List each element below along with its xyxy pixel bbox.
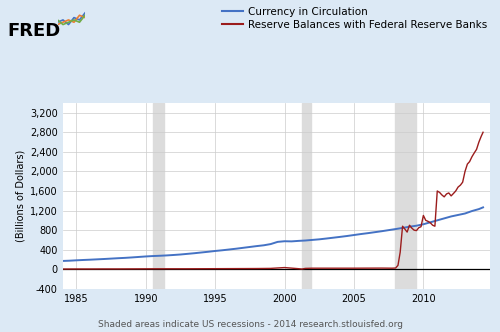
Text: Shaded areas indicate US recessions - 2014 research.stlouisfed.org: Shaded areas indicate US recessions - 20… (98, 320, 403, 329)
Bar (152, 103, 164, 289)
Y-axis label: (Billions of Dollars): (Billions of Dollars) (16, 150, 26, 242)
Bar (302, 103, 311, 289)
Legend: Currency in Circulation, Reserve Balances with Federal Reserve Banks: Currency in Circulation, Reserve Balance… (222, 7, 487, 30)
Bar (394, 103, 416, 289)
Text: FRED: FRED (8, 22, 61, 40)
